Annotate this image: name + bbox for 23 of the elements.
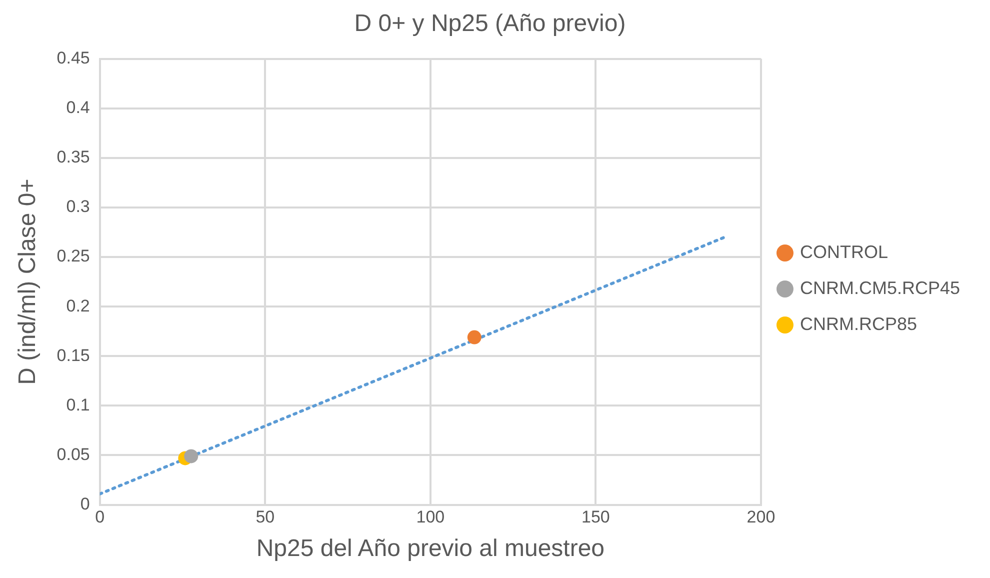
x-tick-label: 150 [582, 508, 610, 527]
x-tick-label: 0 [95, 508, 105, 527]
y-tick-label: 0.05 [56, 444, 90, 464]
y-tick-label: 0.4 [66, 98, 90, 118]
y-tick-label: 0.25 [56, 246, 90, 266]
y-tick-label: 0.15 [56, 346, 90, 365]
y-tick-label: 0 [80, 494, 90, 514]
y-tick-label: 0.1 [66, 395, 90, 414]
y-tick-label: 0.2 [66, 296, 90, 316]
legend-label: CONTROL [800, 242, 888, 262]
point [184, 449, 198, 464]
y-tick-label: 0.35 [56, 148, 90, 167]
x-tick-label: 100 [416, 508, 445, 527]
point [467, 330, 482, 344]
legend-label: CNRM.RCP85 [800, 314, 918, 334]
legend-label: CNRM.CM5.RCP45 [800, 278, 960, 298]
y-axis-title: D (ind/ml) Clase 0+ [14, 178, 42, 385]
y-tick-label: 0.45 [56, 48, 90, 68]
chart-title: D 0+ y Np25 (Año previo) [354, 10, 626, 38]
y-tick-label: 0.3 [66, 197, 90, 216]
x-tick-label: 50 [256, 508, 275, 527]
x-tick-label: 200 [746, 508, 776, 527]
x-axis-title: Np25 del Año previo al muestreo [256, 535, 605, 562]
